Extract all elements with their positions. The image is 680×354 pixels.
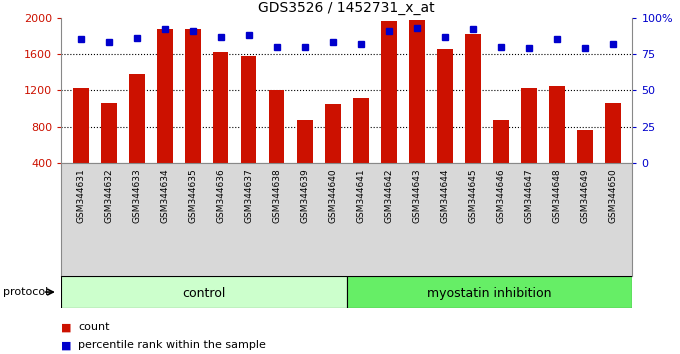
Text: ■: ■ bbox=[61, 340, 71, 350]
Text: GSM344641: GSM344641 bbox=[356, 169, 365, 223]
Bar bbox=[61, 276, 347, 308]
Bar bbox=[521, 88, 537, 199]
Bar bbox=[101, 103, 116, 199]
Text: GSM344650: GSM344650 bbox=[609, 169, 617, 223]
Bar bbox=[269, 90, 284, 199]
Text: GSM344634: GSM344634 bbox=[160, 169, 169, 223]
Bar bbox=[241, 56, 256, 199]
Bar bbox=[297, 120, 313, 199]
Bar bbox=[605, 103, 620, 199]
Title: GDS3526 / 1452731_x_at: GDS3526 / 1452731_x_at bbox=[258, 1, 435, 15]
Bar bbox=[213, 52, 228, 199]
Text: percentile rank within the sample: percentile rank within the sample bbox=[78, 340, 266, 350]
Bar bbox=[409, 19, 424, 199]
Text: ■: ■ bbox=[61, 322, 71, 332]
Text: GSM344645: GSM344645 bbox=[469, 169, 477, 223]
Text: GSM344637: GSM344637 bbox=[244, 169, 253, 223]
Text: GSM344638: GSM344638 bbox=[272, 169, 282, 223]
Text: GSM344631: GSM344631 bbox=[76, 169, 85, 223]
Text: GSM344648: GSM344648 bbox=[552, 169, 561, 223]
Text: GSM344639: GSM344639 bbox=[301, 169, 309, 223]
Text: GSM344643: GSM344643 bbox=[412, 169, 422, 223]
Text: GSM344644: GSM344644 bbox=[441, 169, 449, 223]
Text: count: count bbox=[78, 322, 109, 332]
Bar bbox=[157, 29, 173, 199]
Bar bbox=[129, 74, 144, 199]
Text: control: control bbox=[182, 287, 226, 300]
Bar bbox=[73, 87, 88, 199]
Text: GSM344646: GSM344646 bbox=[496, 169, 505, 223]
Text: GSM344640: GSM344640 bbox=[328, 169, 337, 223]
Bar bbox=[493, 120, 509, 199]
Bar bbox=[185, 29, 201, 199]
Text: GSM344636: GSM344636 bbox=[216, 169, 225, 223]
Bar bbox=[347, 276, 632, 308]
Text: GSM344635: GSM344635 bbox=[188, 169, 197, 223]
Text: myostatin inhibition: myostatin inhibition bbox=[427, 287, 552, 300]
Text: protocol: protocol bbox=[3, 287, 49, 297]
Text: GSM344642: GSM344642 bbox=[384, 169, 393, 223]
Bar bbox=[465, 34, 481, 199]
Bar bbox=[549, 86, 564, 199]
Bar bbox=[381, 21, 396, 199]
Bar bbox=[577, 130, 592, 199]
Bar bbox=[325, 104, 341, 199]
Bar bbox=[437, 48, 452, 199]
Text: GSM344649: GSM344649 bbox=[580, 169, 590, 223]
Text: GSM344633: GSM344633 bbox=[133, 169, 141, 223]
Text: GSM344632: GSM344632 bbox=[104, 169, 114, 223]
Bar bbox=[353, 98, 369, 199]
Text: GSM344647: GSM344647 bbox=[524, 169, 533, 223]
